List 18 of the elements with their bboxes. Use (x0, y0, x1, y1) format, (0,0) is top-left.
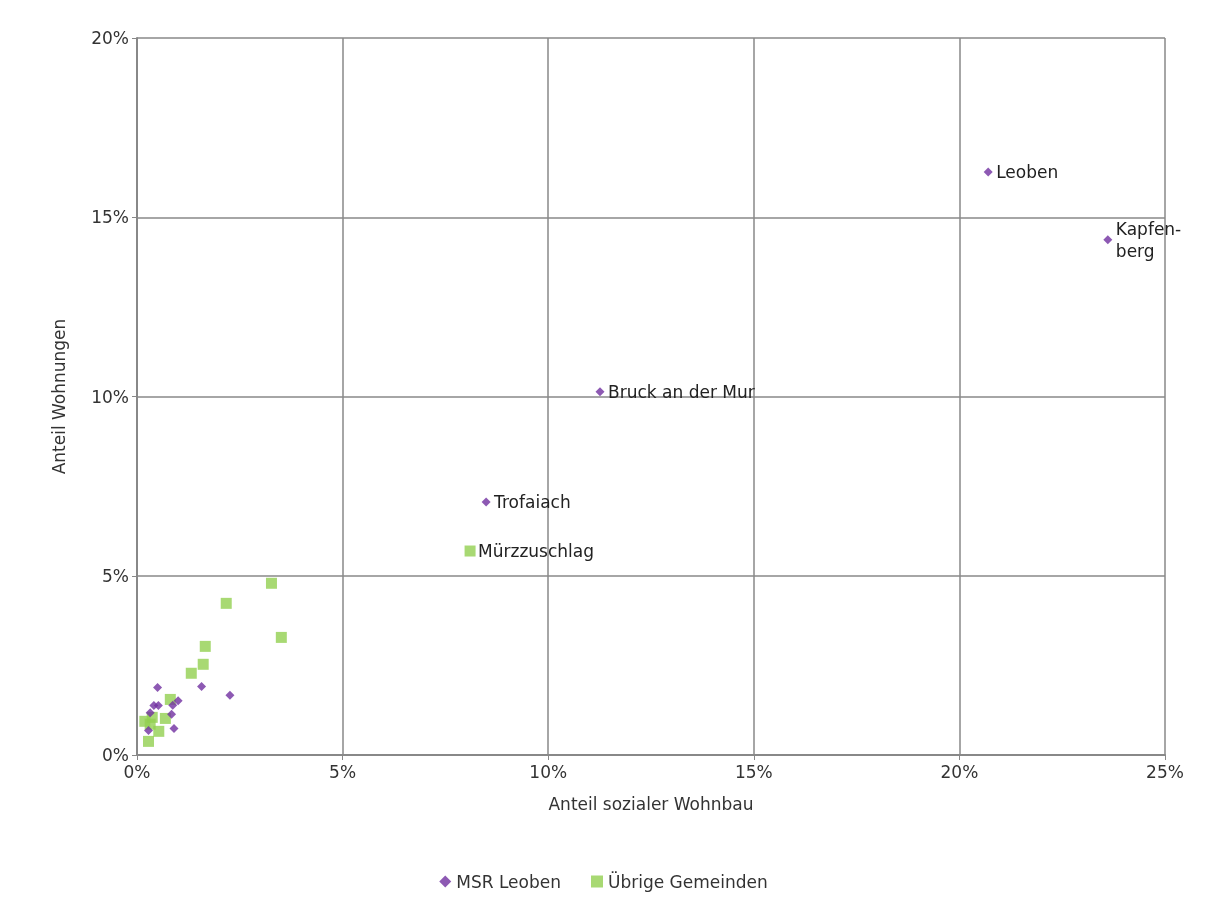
y-tick-label: 20% (91, 28, 129, 48)
annotation: Bruck an der Mur (608, 381, 755, 402)
y-tick-label: 10% (91, 386, 129, 407)
x-tick-label: 15% (734, 761, 773, 782)
annotation: Kapfen- berg (1115, 218, 1182, 261)
y-tick-label: 5% (102, 565, 129, 586)
x-tick-label: 5% (329, 761, 357, 782)
y-tick-label: 15% (91, 207, 129, 228)
annotation: Trofaiach (493, 491, 571, 512)
x-tick-label: 25% (1146, 761, 1184, 782)
legend-label: MSR Leoben (456, 871, 561, 892)
annotation: Mürzzuschlag (478, 541, 595, 562)
x-tick-label: 20% (940, 761, 979, 782)
legend-label: Übrige Gemeinden (607, 870, 768, 892)
x-axis-title: Anteil sozialer Wohnbau (548, 793, 754, 814)
x-tick-label: 10% (529, 761, 568, 782)
y-axis-title: Anteil Wohnungen (48, 318, 69, 475)
annotation: Leoben (996, 162, 1059, 183)
